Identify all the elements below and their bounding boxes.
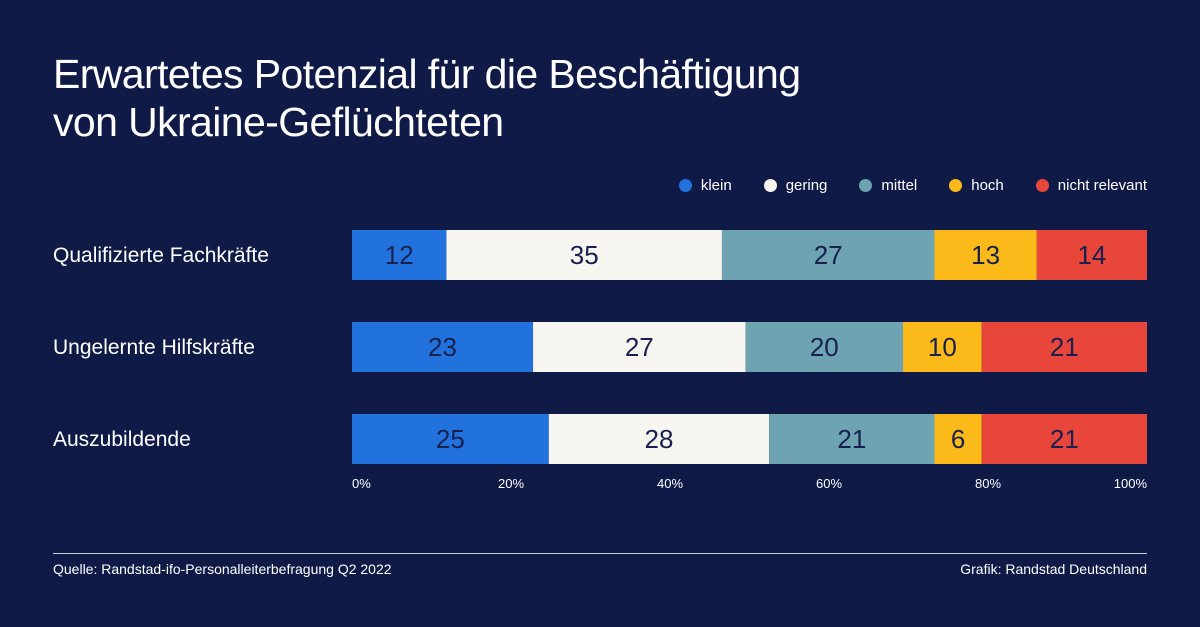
x-tick-label: 20% [498,476,524,491]
bar-segment-gering [548,414,770,464]
legend-dot-icon [1035,179,1049,192]
x-tick-label: 80% [975,476,1001,491]
bar-value-label: 13 [971,240,1000,270]
legend-item-nicht-relevant: nicht relevant [1035,177,1147,194]
bar-segment-mittel [769,414,935,464]
category-label: Ungelernte Hilfskräfte [53,336,255,359]
legend-item-hoch: hoch [949,177,1004,194]
bar-value-label: 23 [428,332,457,362]
bar-value-label: 28 [645,424,674,454]
legend-label: gering [785,177,828,194]
bar-value-label: 10 [928,332,957,362]
chart-title-line-2: von Ukraine-Geflüchteten [53,99,504,145]
legend-dot-icon [763,179,777,192]
footer-divider [53,553,1147,554]
bar-value-label: 27 [625,332,654,362]
legend-label: nicht relevant [1057,177,1147,194]
legend-label: klein [700,177,732,194]
legend-dot-icon [949,179,963,192]
x-tick-label: 60% [816,476,842,491]
bar-value-label: 27 [814,240,843,270]
legend: klein gering mittel hoch nicht relevant [678,177,1147,194]
legend-dot-icon [678,179,692,192]
chart-title-line-1: Erwartetes Potenzial für die Beschäftigu… [53,51,801,97]
bar-value-label: 6 [951,424,965,454]
credit-note: Grafik: Randstad Deutschland [960,561,1147,577]
bar-segment-hoch [934,230,1037,280]
bar-segment-klein [352,322,534,372]
legend-item-mittel: mittel [859,177,917,194]
source-note: Quelle: Randstad-ifo-Personalleiterbefra… [53,561,392,577]
bar-segment-klein [352,414,549,464]
bar-segment-mittel [745,322,903,372]
bar-segment-gering [533,322,746,372]
legend-item-klein: klein [678,177,732,194]
bar-segment-nicht-relevant [981,322,1147,372]
legend-dot-icon [859,179,873,192]
bar-segment-klein [352,230,447,280]
bar-segment-nicht-relevant [981,414,1147,464]
bar-value-label: 25 [436,424,465,454]
category-label: Auszubildende [53,428,191,451]
bar-value-label: 21 [1050,332,1079,362]
bar-segment-hoch [934,414,982,464]
x-tick-label: 0% [352,476,371,491]
bar-segment-gering [446,230,722,280]
bar-segment-mittel [721,230,935,280]
bar-segment-nicht-relevant [1036,230,1147,280]
bar-value-label: 12 [385,240,414,270]
legend-label: hoch [971,177,1004,194]
chart-title: Erwartetes Potenzial für die Beschäftigu… [53,50,953,146]
x-tick-label: 100% [1114,476,1148,491]
bar-value-label: 21 [1050,424,1079,454]
legend-item-gering: gering [763,177,828,194]
x-tick-label: 40% [657,476,683,491]
bar-value-label: 35 [570,240,599,270]
bar-value-label: 21 [837,424,866,454]
bar-segment-hoch [902,322,982,372]
bar-value-label: 14 [1077,240,1106,270]
bar-value-label: 20 [810,332,839,362]
legend-label: mittel [881,177,918,194]
category-label: Qualifizierte Fachkräfte [53,244,269,267]
